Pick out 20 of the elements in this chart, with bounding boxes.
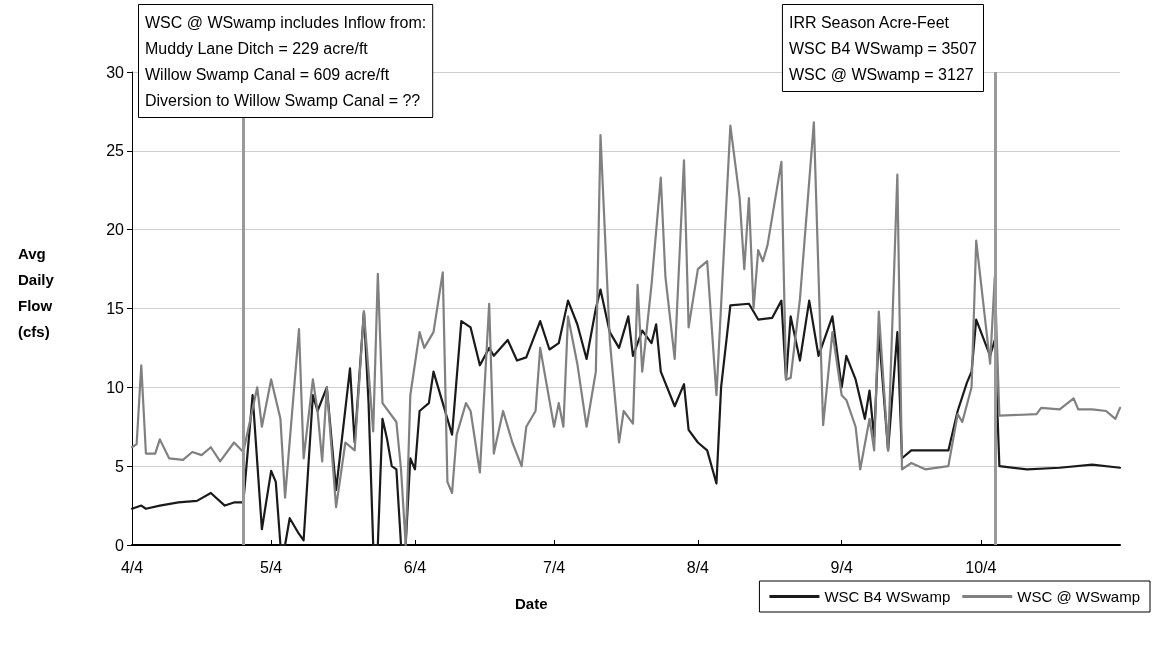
legend-label: WSC @ WSwamp [1017,588,1140,605]
x-tick-label: 10/4 [965,558,997,576]
x-tick-label: 4/4 [120,558,144,576]
annotation: IRR Season Acre-Feet WSC B4 WSwamp = 3507 WSC @ WSwamp = 3127 [788,13,978,83]
x-tick-label: 7/4 [542,558,566,576]
y-tick-label: 30 [106,63,125,81]
y-tick-label: 5 [115,457,125,475]
y-axis-title: Avg Daily Flow (cfs) [18,244,59,340]
y-tick-label: 10 [106,378,125,396]
x-tick-label: 6/4 [403,558,427,576]
annotation: WSC @ WSwamp includes Inflow from: Muddy Lane Ditch = 229 acre/ft Willow Swamp Canal = 609 acre/ft Diversion to Willow Swamp Canal = ?? [145,13,427,109]
y-tick-label: 0 [115,536,125,554]
legend-label: WSC B4 WSwamp [824,588,951,605]
x-tick-label: 9/4 [830,558,853,576]
y-tick-label: 15 [106,300,125,317]
x-axis-title: Date [515,595,548,612]
y-tick-label: 25 [106,142,125,160]
y-tick-label: 20 [106,221,125,239]
x-tick-label: 8/4 [686,558,710,576]
x-tick-label: 5/4 [260,558,283,576]
